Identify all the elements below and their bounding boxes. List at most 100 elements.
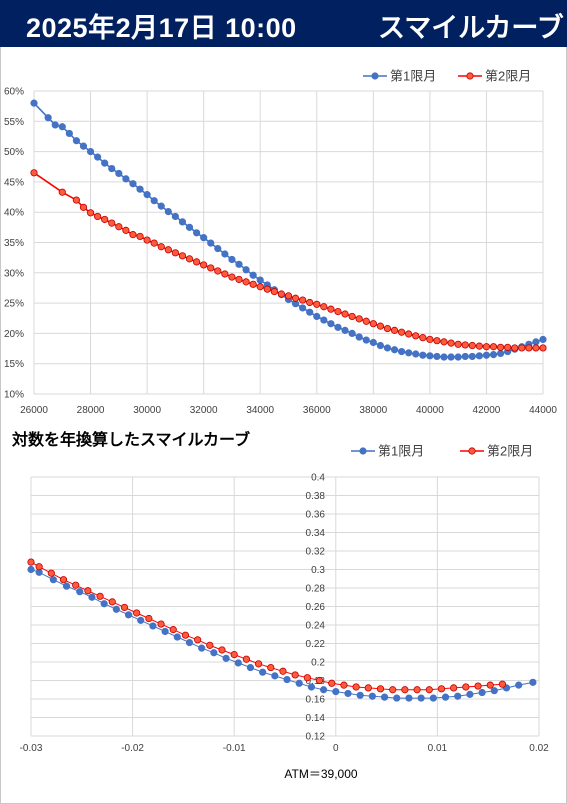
data-point <box>181 631 190 639</box>
y-tick-label: 0.28 <box>306 584 326 595</box>
data-point <box>425 686 433 694</box>
data-point <box>412 332 420 340</box>
data-point <box>478 688 486 697</box>
data-point <box>267 663 275 672</box>
series-line-1 <box>33 102 544 358</box>
data-point <box>376 341 385 350</box>
y-tick-label: 0.32 <box>306 547 326 558</box>
x-tick-label: 30000 <box>133 405 161 416</box>
data-point <box>348 312 356 321</box>
data-point <box>466 690 474 698</box>
data-point <box>58 188 66 196</box>
data-point <box>291 671 299 679</box>
y-tick-label: 35% <box>4 238 24 249</box>
data-point <box>100 600 108 608</box>
data-point <box>468 352 476 361</box>
data-point <box>489 343 498 351</box>
data-point <box>270 287 278 296</box>
data-point <box>490 687 498 695</box>
data-point <box>515 681 523 689</box>
data-point <box>249 271 257 279</box>
data-point <box>44 114 52 122</box>
legend-swatch-marker <box>359 447 367 455</box>
data-point <box>124 611 133 619</box>
x-tick-label: 40000 <box>416 405 444 416</box>
data-point <box>362 336 370 344</box>
data-point <box>496 349 505 357</box>
y-tick-label: 0.2 <box>311 658 325 669</box>
data-point <box>79 203 88 211</box>
data-point <box>122 175 130 183</box>
data-point <box>145 614 153 623</box>
data-point <box>256 276 264 284</box>
smile-curve-chart: 26000 28000 30000 32000 34000 36000 38000 40000… <box>4 69 557 417</box>
data-point <box>320 303 328 311</box>
data-point <box>352 683 360 691</box>
y-tick-label: 15% <box>4 359 24 370</box>
data-point <box>440 353 448 361</box>
legend-swatch-marker <box>466 72 474 80</box>
y-tick-label: 0.18 <box>306 676 326 687</box>
data-point <box>136 232 144 241</box>
data-point <box>65 129 73 138</box>
data-point <box>306 308 314 316</box>
y-tick-label: 25% <box>4 299 24 310</box>
data-point <box>178 252 187 260</box>
data-point <box>315 676 324 685</box>
legend-label: 第1限月 <box>378 444 424 459</box>
data-point <box>532 344 540 352</box>
data-point <box>192 229 201 237</box>
data-point <box>389 686 397 694</box>
data-point <box>185 638 194 647</box>
data-point <box>291 294 300 302</box>
data-point <box>518 344 526 352</box>
data-point <box>108 164 116 173</box>
data-point <box>133 609 141 617</box>
data-point <box>447 339 455 347</box>
data-point <box>164 207 172 216</box>
data-point <box>94 212 102 221</box>
data-point <box>417 694 425 702</box>
data-point <box>101 215 109 224</box>
y-tick-label: 0.12 <box>306 732 326 743</box>
data-point <box>200 234 208 242</box>
section-title: 対数を年換算したスマイルカーブ <box>12 432 251 449</box>
y-tick-label: 0.36 <box>306 510 326 521</box>
data-point <box>171 249 179 257</box>
data-point <box>474 682 482 690</box>
data-point <box>393 694 401 702</box>
data-point <box>112 605 120 613</box>
data-point <box>246 663 255 672</box>
data-point <box>486 681 494 689</box>
data-point <box>86 148 95 156</box>
x-tick-label: -0.02 <box>121 743 144 754</box>
series-line-2 <box>30 561 503 691</box>
data-point <box>143 191 151 199</box>
data-point <box>348 329 356 337</box>
data-point <box>368 692 376 700</box>
data-point <box>327 305 335 313</box>
data-point <box>169 626 177 634</box>
data-point <box>313 312 321 321</box>
y-tick-label: 0.38 <box>306 491 326 502</box>
data-point <box>27 558 35 566</box>
data-point <box>51 121 59 129</box>
header-title: スマイルカーブ <box>378 13 564 43</box>
data-point <box>256 283 264 291</box>
data-point <box>412 350 420 358</box>
y-tick-label: 0.3 <box>311 565 325 576</box>
data-point <box>164 246 172 254</box>
data-point <box>30 99 38 107</box>
data-point <box>157 202 165 210</box>
data-point <box>498 680 507 688</box>
x-tick-label: 38000 <box>359 405 387 416</box>
data-point <box>398 328 406 336</box>
y-tick-label: 55% <box>4 117 24 128</box>
data-point <box>454 353 462 361</box>
data-point <box>108 598 116 606</box>
data-point <box>429 694 437 702</box>
data-point <box>299 296 307 304</box>
legend-swatch-marker <box>371 72 379 80</box>
data-point <box>49 576 57 584</box>
data-point <box>320 316 328 324</box>
